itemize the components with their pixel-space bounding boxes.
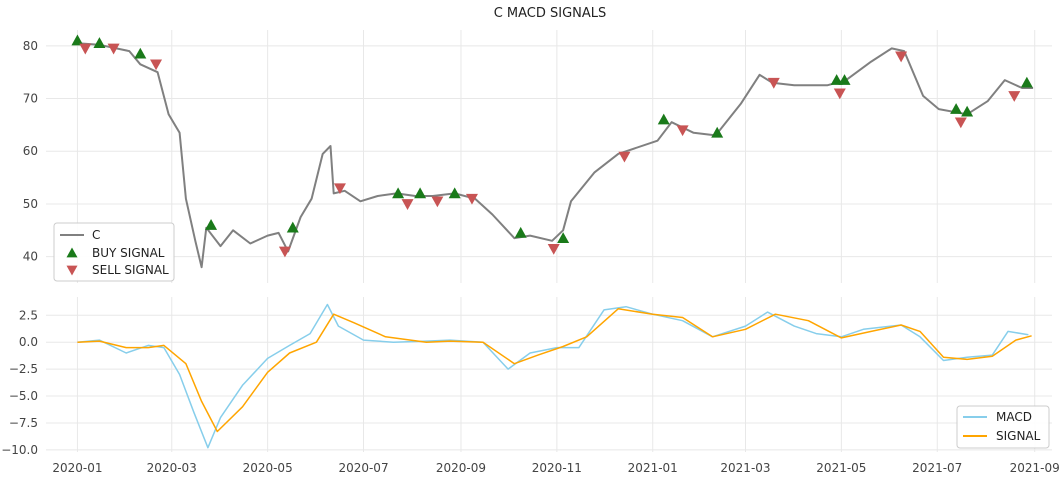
sell-signal-marker [333,183,346,195]
price-y-tick-labels: 40 50 60 70 80 [23,39,38,264]
buy-signal-marker [205,219,218,230]
sell-signal-marker [278,246,291,258]
buy-signal-marker [448,187,461,199]
macd-legend: MACD SIGNAL [956,405,1050,449]
sell-signal-marker [618,151,631,163]
price-y-tick-label: 80 [23,39,38,53]
sell-signal-marker [150,59,163,71]
price-legend: C BUY SIGNAL SELL SIGNAL [53,222,175,282]
buy-signal-marker [514,226,527,238]
buy-signal-marker [711,126,724,138]
buy-signal-marker [830,74,843,85]
x-tick-label: 2020-09 [436,461,486,475]
legend-buy-swatch [66,247,78,258]
date-x-tick-labels: 2020-01 2020-03 2020-05 2020-07 2020-09 2020-… [52,461,1059,475]
buy-signal-marker [134,47,147,59]
sell-signal-marker [833,88,846,100]
buy-signal-marker [961,105,974,117]
macd-y-tick-labels: −10.0 −7.5 −5.0 −2.5 0.0 2.5 [1,308,38,457]
macd-y-tick-label: 0.0 [19,335,38,349]
price-panel: 40 50 60 70 80 C BUY SIGNAL SELL SIGNAL [23,30,1052,283]
x-tick-label: 2021-03 [720,461,770,475]
buy-signal-marker [414,187,427,199]
sell-signal-marker [431,196,444,208]
price-series [71,34,1034,269]
x-tick-label: 2021-05 [816,461,866,475]
buy-signal-marker [286,221,299,233]
sell-signal-marker [676,125,689,137]
macd-y-tick-label: −5.0 [9,389,38,403]
x-tick-label: 2021-09 [1010,461,1059,475]
signal-line [77,308,1032,433]
buy-signal-marker [657,113,670,125]
sell-signal-marker [107,43,120,55]
macd-y-tick-label: −10.0 [1,443,38,457]
price-y-tick-label: 70 [23,92,38,106]
sell-signal-marker [547,243,560,255]
price-y-tick-label: 50 [23,197,38,211]
legend-signal-label: SIGNAL [996,429,1041,443]
x-tick-label: 2021-01 [628,461,678,475]
macd-grid [46,297,1052,452]
macd-line [77,303,1029,449]
sell-signal-marker [1008,91,1021,102]
sell-signal-marker [895,51,908,63]
legend-sell-swatch [66,265,78,276]
macd-panel: −10.0−7.5−5.0−2.50.02.5 2020-01 2020-03 20… [1,297,1059,475]
x-tick-label: 2021-07 [912,461,962,475]
buy-signal-marker [392,187,405,199]
legend-sell-label: SELL SIGNAL [92,263,169,277]
x-tick-label: 2020-07 [338,461,388,475]
price-line [77,42,1034,269]
price-legend-box [53,222,175,282]
price-y-tick-label: 40 [23,250,38,264]
sell-signal-marker [954,117,967,129]
legend-macd-label: MACD [996,410,1032,424]
buy-signal-marker [838,74,851,85]
x-tick-label: 2020-03 [147,461,197,475]
legend-buy-label: BUY SIGNAL [92,246,165,260]
x-tick-label: 2020-11 [532,461,582,475]
macd-y-tick-label: −2.5 [9,362,38,376]
legend-price-label: C [92,228,100,242]
sell-signal-marker [465,193,478,205]
buy-signal-marker [950,103,963,114]
buy-signal-marker [557,232,570,243]
buy-signal-marker [71,34,84,46]
sell-signal-marker [767,77,780,89]
x-tick-label: 2020-01 [52,461,102,475]
buy-signal-marker [93,37,106,48]
price-y-tick-label: 60 [23,144,38,158]
chart-title: C MACD SIGNALS [494,6,607,21]
macd-y-tick-label: 2.5 [19,308,38,322]
buy-signal-marker [1020,76,1033,88]
x-tick-label: 2020-05 [243,461,293,475]
macd-y-tick-label: −7.5 [9,416,38,430]
sell-signal-marker [401,199,414,210]
sell-signal-marker [79,43,92,55]
price-grid [46,30,1052,283]
macd-series [77,303,1032,449]
